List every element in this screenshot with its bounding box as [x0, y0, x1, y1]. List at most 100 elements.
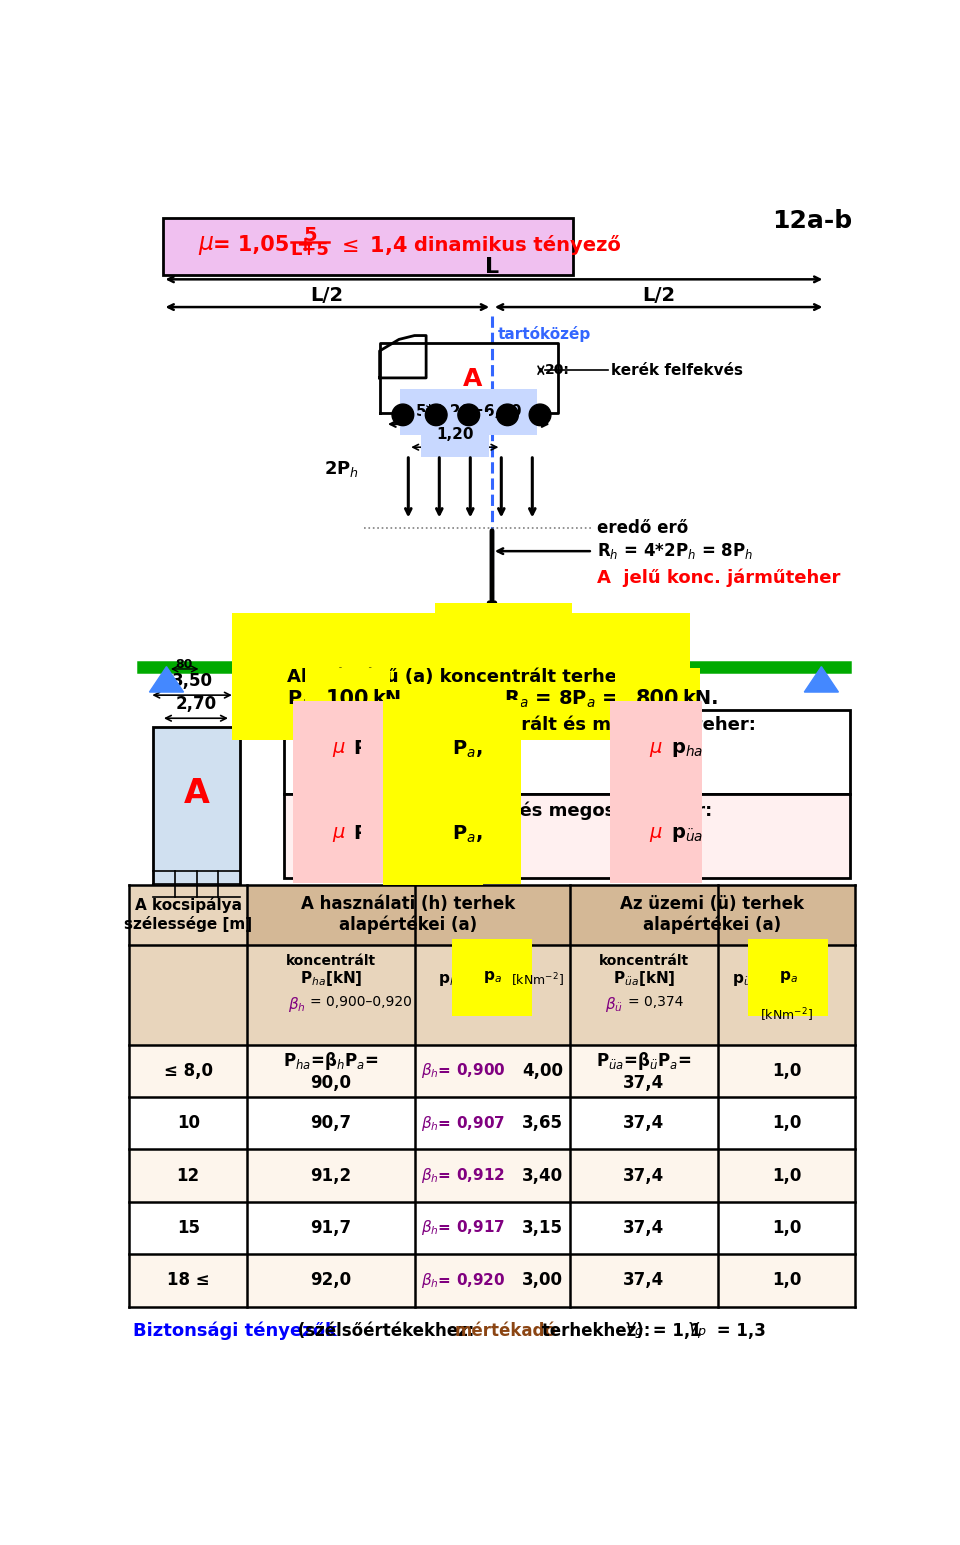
Text: p$_{ha}$=: p$_{ha}$=: [438, 972, 476, 987]
Text: P$_{\"{u}a}$[kN]: P$_{\"{u}a}$[kN]: [612, 969, 675, 989]
Text: $\beta_h$= 0,920: $\beta_h$= 0,920: [420, 1272, 505, 1290]
Text: 15: 15: [177, 1219, 200, 1238]
Bar: [247, 944, 415, 1044]
Text: 80: 80: [176, 658, 193, 671]
Polygon shape: [150, 666, 183, 692]
Text: P$_{\"{u}}$ =: P$_{\"{u}}$ =: [293, 823, 342, 845]
Text: A használati (h) terhek
alapértékei (a): A használati (h) terhek alapértékei (a): [301, 895, 516, 935]
Text: Használati (h) koncentrált és megoszló teher:: Használati (h) koncentrált és megoszló t…: [293, 715, 756, 734]
Text: = 1,3: = 1,3: [710, 1323, 765, 1340]
Text: 2P$_h$: 2P$_h$: [324, 459, 359, 479]
Circle shape: [392, 405, 414, 425]
Text: 2,70: 2,70: [176, 695, 217, 712]
Text: $\beta_h$: $\beta_h$: [421, 739, 444, 762]
Text: $\beta_h$= 0,900: $\beta_h$= 0,900: [420, 1061, 505, 1080]
FancyBboxPatch shape: [283, 709, 850, 794]
Text: $\beta_h$= 0,917: $\beta_h$= 0,917: [420, 1219, 505, 1238]
Bar: [154, 726, 240, 904]
Text: 37,4: 37,4: [623, 1166, 664, 1185]
Text: = 1,05 +: = 1,05 +: [213, 235, 314, 255]
Text: P$_a$ =: P$_a$ =: [287, 689, 335, 709]
Text: p$_{\"{u}}$ =: p$_{\"{u}}$ =: [611, 825, 657, 844]
Text: $\beta_h$= 0,907: $\beta_h$= 0,907: [420, 1114, 505, 1132]
Text: Üzemi (ü) koncentrált és megoszló teher:: Üzemi (ü) koncentrált és megoszló teher:: [293, 799, 712, 819]
Bar: [247, 885, 569, 944]
Text: p$_{ha}$: p$_{ha}$: [671, 740, 704, 759]
Text: 3*1,20=3,60: 3*1,20=3,60: [450, 618, 557, 633]
Text: = 0,374: = 0,374: [629, 995, 684, 1009]
Text: 1,0: 1,0: [772, 1114, 802, 1132]
Text: L/2: L/2: [642, 286, 675, 304]
Bar: [130, 1044, 854, 1097]
Text: = 1,1: = 1,1: [647, 1323, 719, 1340]
Text: 10: 10: [177, 1114, 200, 1132]
Text: K: K: [440, 644, 453, 663]
Text: 12: 12: [177, 1166, 200, 1185]
Text: 30: 30: [476, 621, 495, 635]
Text: p$_{\"{u}a}$=: p$_{\"{u}a}$=: [732, 972, 770, 987]
Text: 1,0: 1,0: [772, 1219, 802, 1238]
Text: 5*1,20=6,00: 5*1,20=6,00: [416, 405, 522, 420]
Text: 37,4: 37,4: [623, 1219, 664, 1238]
Circle shape: [458, 405, 480, 425]
Text: kN,: kN,: [372, 689, 408, 709]
Bar: [130, 885, 247, 944]
Text: $\leq$ 1,4: $\leq$ 1,4: [337, 233, 408, 256]
Text: (szélsőértékekhez:: (szélsőértékekhez:: [292, 1323, 480, 1340]
Text: [kNm$^{-2}$]: [kNm$^{-2}$]: [760, 1006, 813, 1024]
Text: 3,15: 3,15: [522, 1219, 564, 1238]
Text: P$_a$,: P$_a$,: [452, 739, 483, 760]
Text: 1,0: 1,0: [772, 1166, 802, 1185]
Text: 37,4: 37,4: [623, 1272, 664, 1290]
Bar: [130, 944, 247, 1044]
Polygon shape: [379, 343, 558, 413]
Text: p$_{\"{u}a}$: p$_{\"{u}a}$: [671, 825, 704, 844]
Text: kerék felfekvés: kerék felfekvés: [611, 363, 743, 377]
Bar: [130, 1202, 854, 1255]
Polygon shape: [379, 335, 426, 379]
Bar: [569, 885, 854, 944]
Text: $\mu$: $\mu$: [649, 740, 663, 759]
Text: $\mu$: $\mu$: [331, 825, 346, 844]
Text: p$_h$ =: p$_h$ =: [611, 740, 657, 759]
Text: $\mu$: $\mu$: [649, 825, 663, 844]
Circle shape: [425, 405, 447, 425]
Text: 1,20: 1,20: [436, 426, 473, 442]
Text: $\gamma_g$: $\gamma_g$: [624, 1321, 644, 1341]
Text: P$_h$ =: P$_h$ =: [293, 739, 342, 760]
Bar: [718, 944, 854, 1044]
Text: mértékadó: mértékadó: [455, 1323, 557, 1340]
Text: 3,65: 3,65: [522, 1114, 564, 1132]
Circle shape: [529, 405, 551, 425]
Text: Az üzemi (ü) terhek
alapértékei (a): Az üzemi (ü) terhek alapértékei (a): [620, 895, 804, 935]
Text: 800: 800: [636, 689, 679, 709]
Bar: [130, 1255, 854, 1307]
Text: R$_h$ = 4*2P$_h$ = 8P$_h$: R$_h$ = 4*2P$_h$ = 8P$_h$: [596, 541, 753, 561]
Text: $\mu$: $\mu$: [331, 740, 346, 759]
Text: Alapértékű (a) koncentrált terhek:: Alapértékű (a) koncentrált terhek:: [287, 667, 636, 686]
Text: P$_{\"{u}a}$=: P$_{\"{u}a}$=: [353, 823, 401, 845]
Text: P$_{ha}$=β$_h$P$_a$=
90,0: P$_{ha}$=β$_h$P$_a$= 90,0: [283, 1049, 378, 1092]
Text: $\beta_h$= 0,912: $\beta_h$= 0,912: [420, 1166, 505, 1185]
Text: A: A: [463, 368, 482, 391]
Text: A kocsipálya
szélessége [m]: A kocsipálya szélessége [m]: [124, 898, 252, 932]
Text: 92,0: 92,0: [310, 1272, 351, 1290]
Text: L/2: L/2: [310, 286, 344, 304]
Text: 1,0: 1,0: [772, 1061, 802, 1080]
Text: L: L: [485, 256, 499, 277]
FancyBboxPatch shape: [162, 218, 573, 275]
Text: koncentrált: koncentrált: [286, 953, 376, 967]
Text: eredő erő: eredő erő: [596, 519, 688, 538]
Text: [kNm$^{-2}$]: [kNm$^{-2}$]: [512, 972, 564, 989]
Text: $\mu$: $\mu$: [399, 740, 414, 759]
Text: = 0,900–0,920: = 0,900–0,920: [310, 995, 412, 1009]
Text: koncentrált: koncentrált: [599, 953, 689, 967]
Text: terhekhez):: terhekhez):: [537, 1323, 657, 1340]
Text: $\beta_{\"{u}}$: $\beta_{\"{u}}$: [421, 823, 444, 847]
Text: A  jelű konc. járműteher: A jelű konc. járműteher: [596, 569, 840, 587]
Text: 91,2: 91,2: [310, 1166, 351, 1185]
Bar: [130, 1149, 854, 1202]
Text: 30: 30: [458, 621, 477, 635]
Text: Biztonsági tényezők: Biztonsági tényezők: [133, 1323, 337, 1341]
Text: 90,7: 90,7: [310, 1114, 351, 1132]
